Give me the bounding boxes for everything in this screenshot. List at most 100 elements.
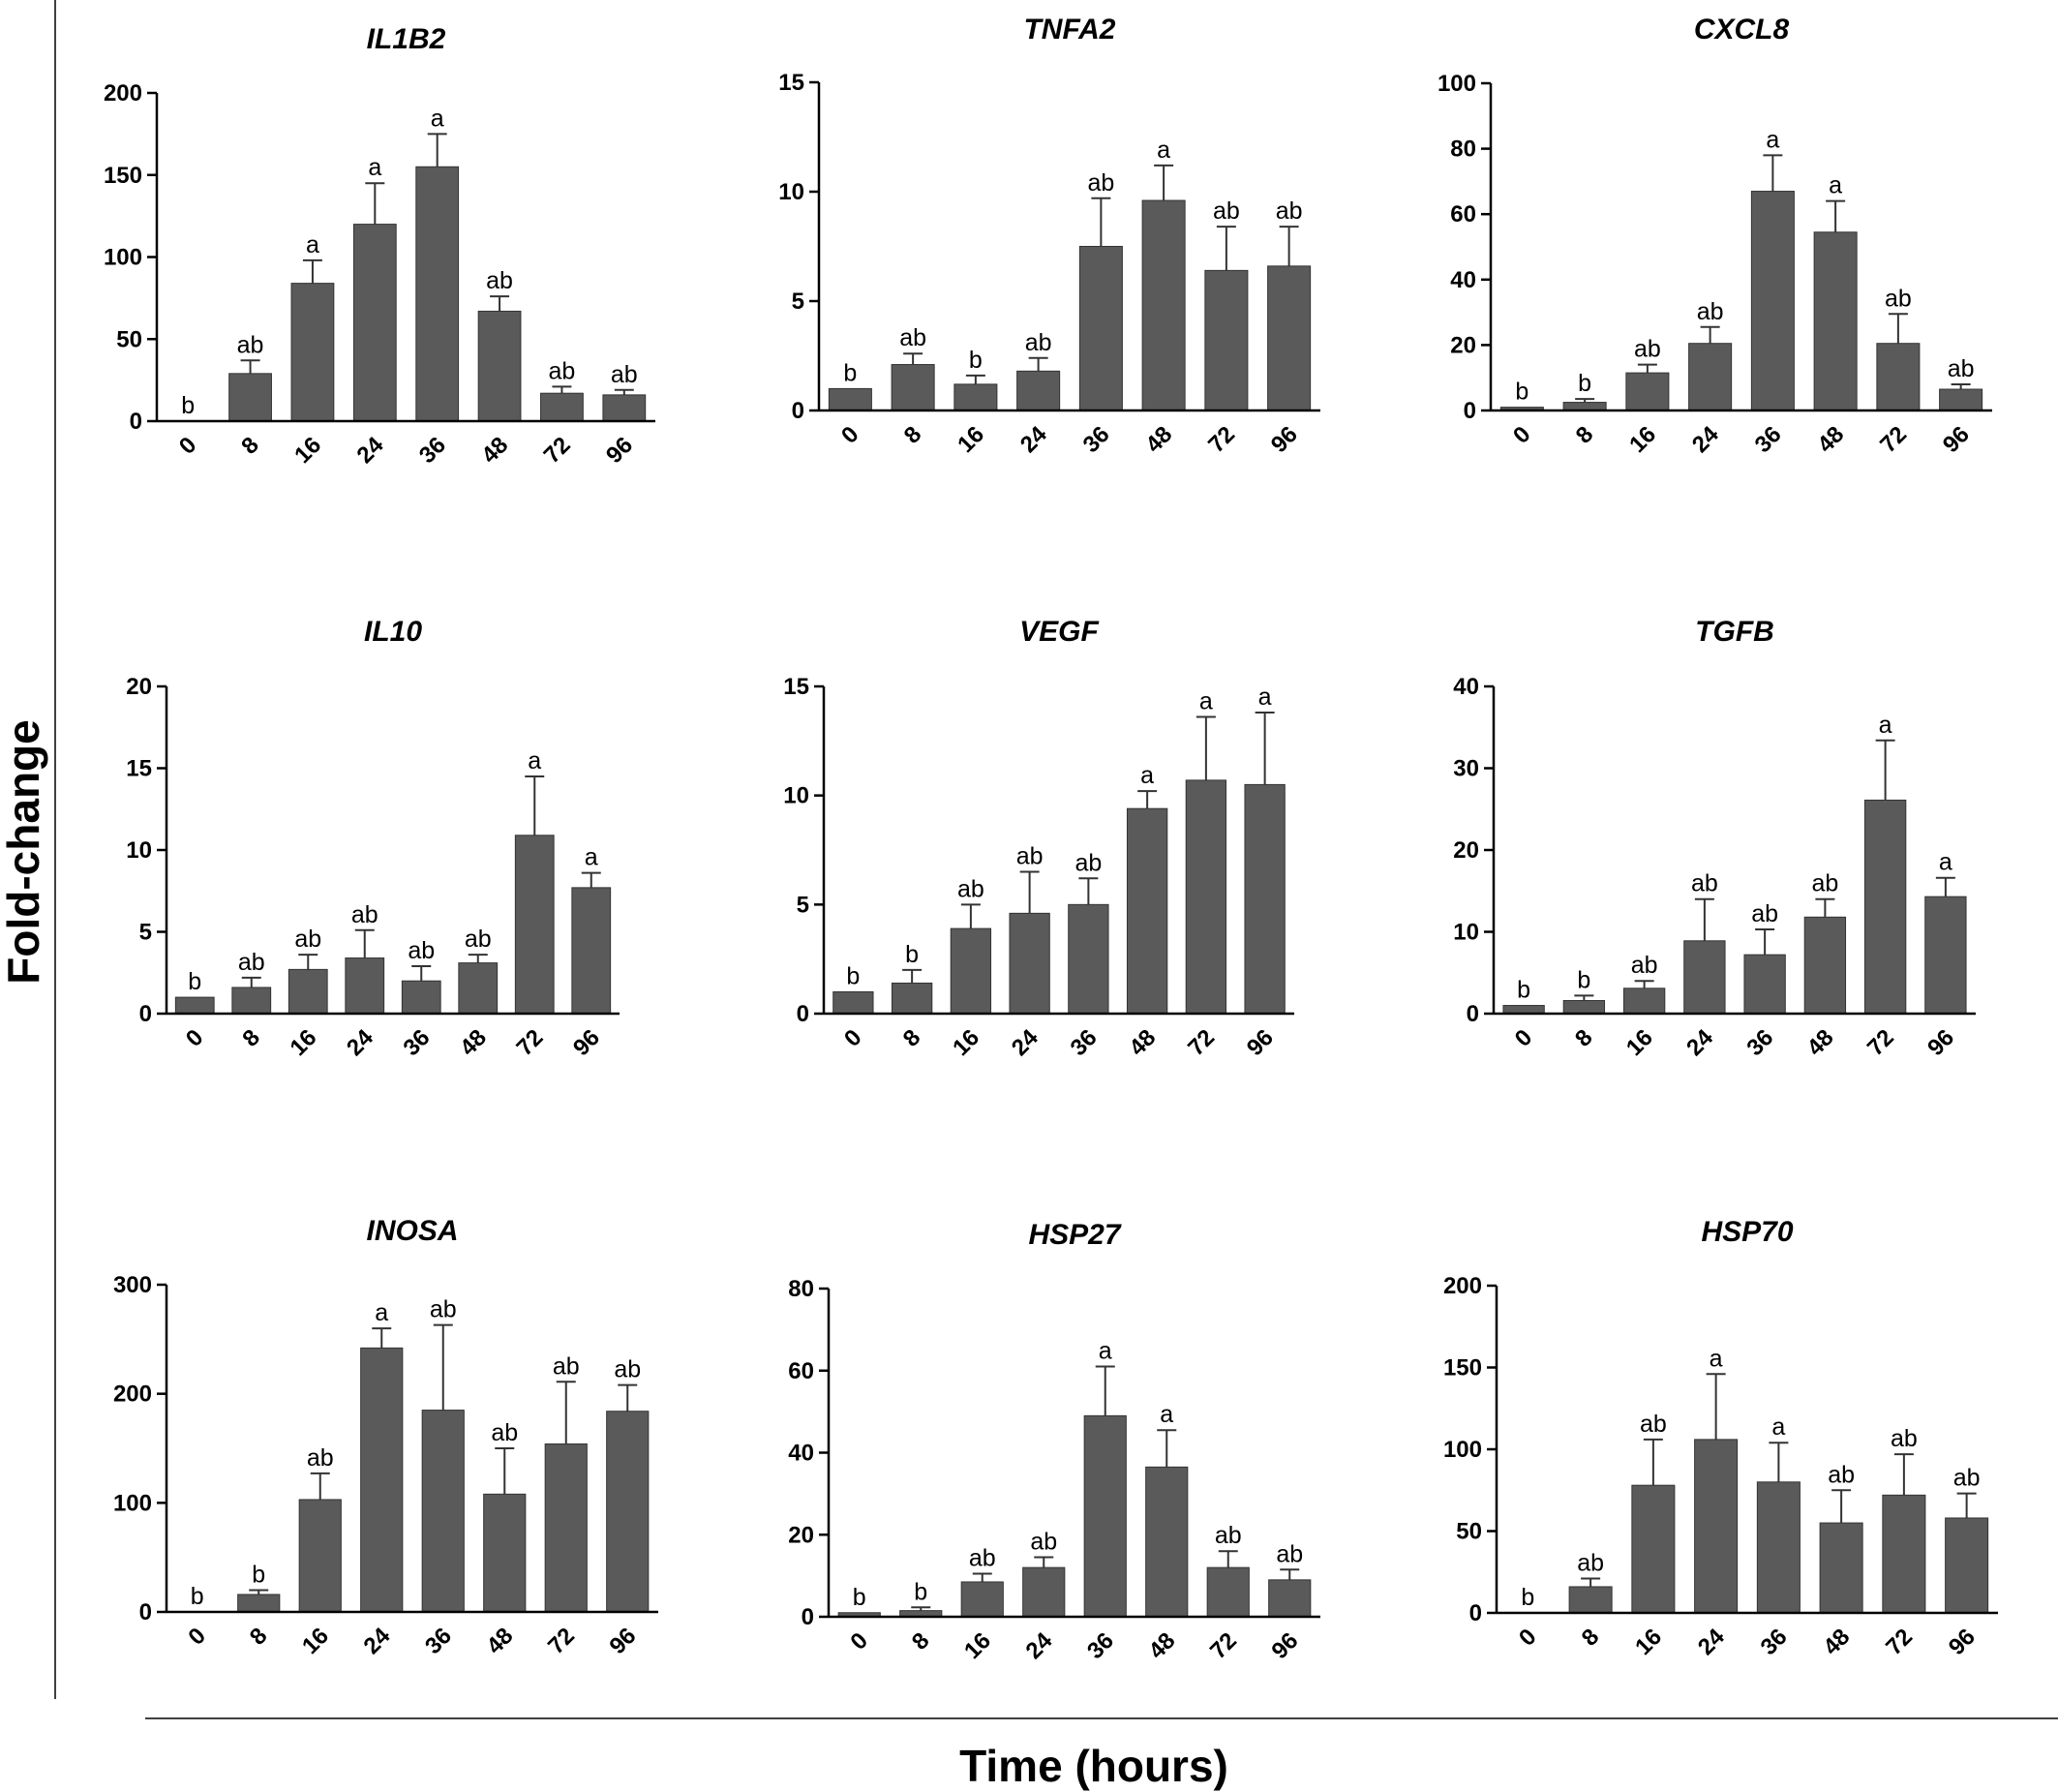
bar [571, 887, 612, 1015]
y-tick-label: 10 [778, 179, 804, 205]
y-tick-label: 20 [788, 1522, 814, 1548]
significance-label: ab [1697, 298, 1724, 325]
bar [401, 980, 441, 1015]
x-tick-label: 24 [1687, 421, 1724, 458]
y-tick-label: 0 [1469, 1600, 1482, 1626]
significance-label: a [1199, 688, 1213, 715]
bar [1688, 343, 1733, 411]
significance-label: ab [237, 331, 264, 358]
x-tick-label: 96 [568, 1024, 605, 1061]
x-tick-label: 0 [1508, 421, 1536, 449]
bar [1631, 1484, 1676, 1614]
significance-label: ab [1215, 1522, 1242, 1549]
bar [1813, 231, 1858, 411]
bar [1244, 783, 1286, 1015]
y-tick-label: 40 [788, 1441, 814, 1467]
significance-label: ab [408, 937, 435, 964]
y-tick-label: 0 [139, 1001, 152, 1027]
panel-title: INOSA [366, 1215, 458, 1247]
x-tick-label: 96 [1242, 1024, 1279, 1061]
significance-label: ab [1087, 169, 1114, 197]
x-tick-label: 72 [1183, 1024, 1220, 1061]
x-tick-label: 36 [399, 1024, 436, 1061]
significance-label: b [191, 1583, 204, 1610]
significance-label: a [1710, 1345, 1723, 1372]
x-tick-label: 36 [1066, 1024, 1103, 1061]
x-tick-label: 16 [289, 432, 326, 469]
bar [1743, 954, 1786, 1015]
panel-title: IL10 [364, 616, 422, 648]
significance-label: b [252, 1561, 265, 1588]
x-tick-label: 72 [543, 1623, 580, 1659]
bar [1756, 1481, 1801, 1614]
significance-label: a [1771, 1413, 1785, 1441]
bar [544, 1443, 588, 1613]
significance-label: a [528, 747, 541, 775]
y-tick-label: 150 [104, 163, 142, 189]
x-tick-label: 96 [1267, 1627, 1304, 1664]
bar [1141, 199, 1186, 411]
y-tick-label: 50 [1456, 1519, 1482, 1545]
significance-label: ab [1030, 1529, 1057, 1556]
x-tick-label: 16 [959, 1627, 996, 1664]
bar [1267, 265, 1312, 411]
y-tick-label: 0 [139, 1599, 152, 1625]
bar [1863, 799, 1907, 1015]
y-tick-label: 0 [1464, 398, 1476, 424]
bar [1268, 1579, 1312, 1618]
x-tick-label: 48 [455, 1024, 492, 1061]
panel-title: CXCL8 [1694, 14, 1790, 46]
x-tick-label: 48 [1144, 1627, 1181, 1664]
significance-label: ab [430, 1296, 457, 1323]
x-tick-label: 0 [181, 1024, 209, 1052]
y-tick-label: 30 [1453, 756, 1479, 782]
y-tick-label: 150 [1443, 1355, 1482, 1382]
significance-label: a [585, 844, 598, 871]
x-tick-label: 48 [482, 1623, 519, 1659]
x-tick-label: 36 [420, 1623, 457, 1659]
bar [1819, 1522, 1863, 1614]
bar [1009, 912, 1050, 1015]
x-tick-label: 96 [1266, 421, 1303, 458]
x-tick-label: 8 [899, 421, 927, 449]
y-tick-label: 20 [1450, 332, 1476, 358]
x-tick-label: 96 [1938, 421, 1975, 458]
y-tick-label: 80 [1450, 137, 1476, 163]
significance-label: a [306, 231, 319, 258]
y-tick-label: 15 [778, 70, 804, 96]
significance-label: b [969, 347, 983, 374]
x-tick-label: 24 [342, 1024, 378, 1061]
bar [345, 957, 385, 1015]
bar [1078, 246, 1123, 411]
significance-label: a [375, 1299, 388, 1326]
bar [352, 224, 397, 422]
y-tick-label: 15 [783, 674, 809, 700]
y-tick-label: 0 [802, 1604, 814, 1630]
significance-label: a [1829, 172, 1842, 199]
bar [514, 835, 555, 1015]
x-tick-label: 0 [183, 1623, 211, 1651]
x-tick-label: 72 [1205, 1627, 1242, 1664]
significance-label: ab [1691, 870, 1718, 897]
x-tick-label: 0 [1514, 1624, 1542, 1652]
y-tick-label: 0 [792, 398, 804, 424]
x-tick-label: 72 [1875, 421, 1912, 458]
significance-label: b [914, 1578, 927, 1605]
significance-label: ab [957, 875, 984, 902]
x-tick-label: 48 [1802, 1024, 1839, 1061]
panel-title: VEGF [1019, 616, 1099, 648]
x-tick-label: 0 [1510, 1024, 1538, 1052]
y-tick-label: 10 [783, 783, 809, 809]
bar [237, 1594, 281, 1613]
significance-label: a [1160, 1401, 1173, 1428]
bar [1562, 999, 1606, 1015]
significance-label: a [431, 105, 444, 132]
bar [1568, 1586, 1613, 1614]
x-tick-label: 16 [286, 1024, 322, 1061]
x-tick-label: 48 [1140, 421, 1177, 458]
y-tick-label: 20 [1453, 837, 1479, 864]
y-tick-label: 40 [1453, 674, 1479, 700]
bar [828, 387, 872, 411]
x-tick-label: 72 [1203, 421, 1240, 458]
bar [231, 987, 272, 1015]
